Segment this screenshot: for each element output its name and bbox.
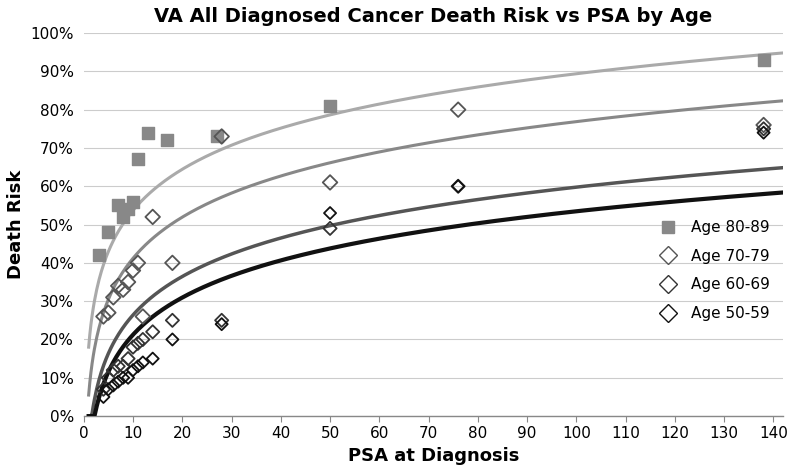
Point (131, 339, 144, 347)
Point (117, 213, 130, 221)
Legend: Age 80-89, Age 70-79, Age 60-69, Age 50-59: Age 80-89, Age 70-79, Age 60-69, Age 50-… (646, 214, 775, 327)
Point (161, 136, 174, 144)
Point (136, 336, 149, 343)
Point (127, 343, 139, 351)
Point (210, 133, 223, 140)
Point (166, 259, 179, 267)
Point (107, 382, 119, 389)
Y-axis label: Death Risk: Death Risk (7, 170, 25, 279)
Point (112, 282, 125, 290)
Point (757, 129, 770, 136)
Point (136, 359, 149, 366)
Point (127, 366, 139, 374)
Point (215, 317, 228, 324)
X-axis label: PSA at Diagnosis: PSA at Diagnosis (348, 447, 519, 465)
Point (324, 102, 337, 110)
Point (324, 225, 337, 232)
Point (142, 129, 154, 136)
Point (452, 183, 465, 190)
Point (122, 355, 135, 362)
Point (215, 133, 228, 140)
Point (324, 179, 337, 186)
Point (452, 183, 465, 190)
Point (136, 313, 149, 320)
Point (97, 393, 110, 401)
Point (131, 156, 144, 163)
Point (97, 313, 110, 320)
Point (107, 366, 119, 374)
Point (452, 106, 465, 113)
Point (102, 309, 115, 316)
Point (127, 267, 139, 274)
Point (122, 278, 135, 286)
Point (107, 294, 119, 301)
Point (166, 336, 179, 343)
Point (117, 286, 130, 294)
Point (102, 386, 115, 393)
Point (92, 252, 105, 259)
Point (102, 228, 115, 236)
Point (117, 374, 130, 381)
Point (324, 209, 337, 217)
Point (112, 378, 125, 385)
Title: VA All Diagnosed Cancer Death Risk vs PSA by Age: VA All Diagnosed Cancer Death Risk vs PS… (154, 7, 712, 26)
Point (757, 56, 770, 64)
Point (131, 362, 144, 370)
Point (97, 386, 110, 393)
Point (127, 198, 139, 205)
Point (757, 121, 770, 129)
Point (117, 362, 130, 370)
Point (122, 374, 135, 381)
Point (131, 259, 144, 267)
Point (146, 328, 159, 336)
Point (166, 317, 179, 324)
Point (146, 213, 159, 221)
Point (112, 362, 125, 370)
Point (215, 320, 228, 328)
Point (112, 202, 125, 209)
Point (102, 374, 115, 381)
Point (757, 125, 770, 133)
Point (146, 355, 159, 362)
Point (122, 205, 135, 213)
